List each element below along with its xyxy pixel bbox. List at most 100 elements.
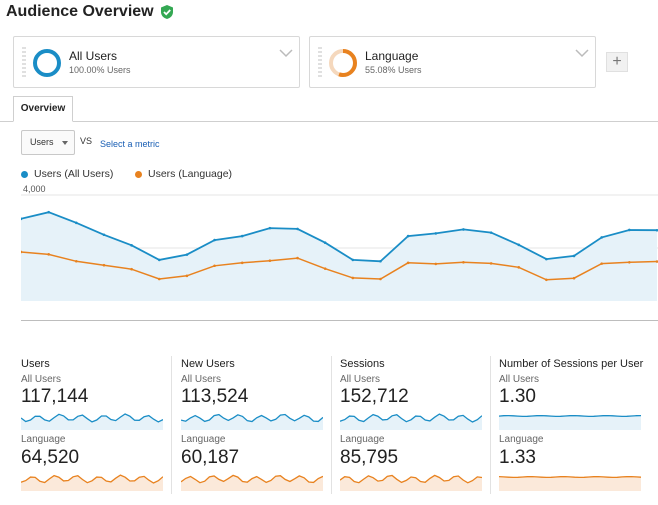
sparkline-area: [340, 414, 482, 430]
scorecard-segment-label: All Users: [499, 374, 540, 385]
scorecard-segment-label: Language: [340, 434, 385, 445]
metric-select[interactable]: Users: [21, 130, 75, 155]
legend-item-language: Users (Language): [135, 168, 232, 180]
sparkline-language: [498, 471, 642, 496]
scorecard-segment-label: Language: [499, 434, 544, 445]
scorecard-metric-name: New Users: [181, 358, 235, 370]
data-point[interactable]: [628, 228, 631, 232]
data-point[interactable]: [47, 210, 50, 214]
data-point[interactable]: [572, 254, 576, 258]
data-point[interactable]: [185, 274, 189, 278]
tab-overview[interactable]: Overview: [13, 96, 73, 122]
data-point[interactable]: [434, 262, 438, 266]
data-point[interactable]: [268, 259, 272, 263]
drag-handle-icon[interactable]: [318, 47, 322, 79]
data-point[interactable]: [462, 228, 465, 231]
sparkline-area: [21, 475, 163, 491]
segment-percent: 55.08% Users: [365, 65, 422, 75]
data-point[interactable]: [517, 266, 521, 269]
data-point[interactable]: [21, 217, 23, 221]
data-point[interactable]: [600, 236, 603, 239]
sparkline-line: [498, 414, 642, 418]
sparkline-all-users: [180, 410, 324, 435]
sparkline-area: [499, 476, 641, 491]
data-point[interactable]: [545, 278, 548, 282]
segment-card-all-users[interactable]: All Users 100.00% Users: [13, 36, 300, 88]
data-point[interactable]: [213, 264, 216, 268]
data-point[interactable]: [489, 231, 493, 234]
segment-ring-icon: [328, 48, 358, 78]
data-point[interactable]: [296, 256, 299, 260]
data-point[interactable]: [351, 276, 355, 280]
series-line-all-users: [21, 211, 658, 263]
data-point[interactable]: [21, 250, 23, 254]
vs-label: VS: [80, 136, 93, 146]
data-point[interactable]: [655, 260, 658, 263]
data-point[interactable]: [240, 234, 244, 238]
data-point[interactable]: [102, 263, 106, 267]
scorecard[interactable]: Sessions All Users 152,712 Language 85,795: [339, 355, 486, 496]
scorecard[interactable]: New Users All Users 113,524 Language 60,187: [180, 355, 327, 495]
data-point[interactable]: [157, 277, 161, 281]
scorecard-segment-label: All Users: [21, 374, 62, 385]
data-point[interactable]: [323, 267, 327, 270]
scorecard-divider: [171, 356, 172, 494]
data-point[interactable]: [600, 262, 603, 265]
data-point[interactable]: [75, 221, 78, 225]
data-point[interactable]: [268, 226, 272, 230]
data-point[interactable]: [628, 261, 631, 264]
data-point[interactable]: [517, 243, 521, 247]
legend-dot: [135, 170, 142, 178]
chevron-down-icon[interactable]: [279, 45, 293, 58]
legend-label: Users (All Users): [34, 168, 114, 180]
scorecard[interactable]: Number of Sessions per User All Users 1.30…: [498, 355, 645, 496]
sparkline-area: [181, 475, 323, 491]
metric-select-value: Users: [30, 137, 54, 147]
data-point[interactable]: [655, 228, 658, 232]
sparkline-line: [498, 475, 642, 479]
select-metric-link[interactable]: Select a metric: [100, 139, 160, 149]
drag-handle-icon[interactable]: [22, 47, 26, 79]
data-point[interactable]: [572, 276, 576, 280]
scorecard-value: 85,795: [340, 447, 399, 468]
sparkline-line: [180, 474, 324, 484]
add-segment-button[interactable]: +: [606, 52, 628, 72]
data-point[interactable]: [185, 253, 189, 256]
data-point[interactable]: [434, 232, 438, 235]
sparkline-line: [20, 413, 164, 423]
data-point[interactable]: [462, 261, 465, 264]
data-point[interactable]: [47, 253, 50, 256]
data-point[interactable]: [240, 261, 244, 265]
data-point[interactable]: [323, 241, 327, 244]
data-point[interactable]: [75, 259, 78, 263]
data-point[interactable]: [296, 227, 299, 231]
chart-divider: [21, 320, 658, 321]
data-point[interactable]: [130, 267, 133, 271]
sparkline-area: [499, 415, 641, 430]
data-point[interactable]: [379, 259, 382, 263]
data-point[interactable]: [102, 233, 106, 237]
segment-name: All Users: [69, 49, 118, 63]
scorecard-value: 117,144: [21, 386, 89, 407]
data-point[interactable]: [213, 238, 216, 242]
y-tick-label: 4,000: [23, 185, 46, 194]
segment-percent: 100.00% Users: [69, 65, 131, 75]
sparkline-area: [181, 414, 323, 430]
data-point[interactable]: [545, 257, 548, 261]
scorecard-divider: [331, 356, 332, 494]
sparkline-language: [339, 471, 483, 496]
segment-card-language[interactable]: Language 55.08% Users: [309, 36, 596, 88]
chevron-down-icon[interactable]: [575, 45, 589, 58]
data-point[interactable]: [351, 258, 355, 262]
data-point[interactable]: [406, 234, 410, 238]
sparkline-line: [20, 474, 164, 484]
scorecard-value: 152,712: [340, 386, 409, 407]
data-point[interactable]: [406, 261, 410, 265]
data-point[interactable]: [157, 258, 161, 262]
page-title: Audience Overview: [6, 3, 154, 20]
data-point[interactable]: [489, 262, 493, 265]
sparkline-line: [180, 413, 324, 423]
data-point[interactable]: [130, 244, 133, 247]
scorecard[interactable]: Users All Users 117,144 Language 64,520: [20, 355, 167, 495]
data-point[interactable]: [379, 277, 382, 281]
